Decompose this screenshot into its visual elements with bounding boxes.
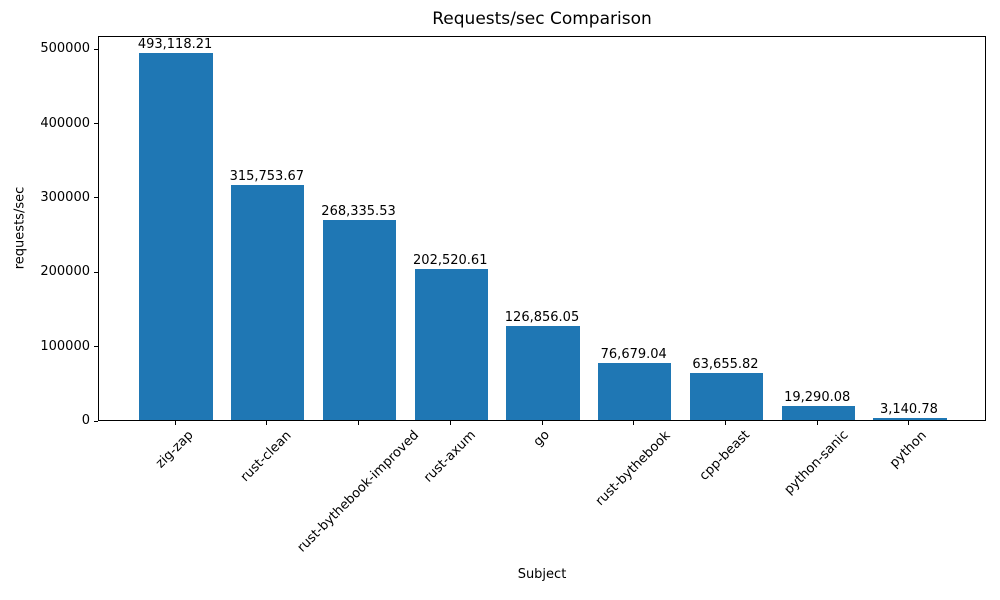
y-tick xyxy=(94,123,98,125)
bar-value-label: 126,856.05 xyxy=(504,309,580,325)
bar-value-label: 3,140.78 xyxy=(879,401,938,417)
y-tick xyxy=(94,271,98,273)
bar xyxy=(873,417,947,420)
y-tick-label: 300000 xyxy=(40,189,90,205)
x-tick-label: python-sanic xyxy=(781,428,852,498)
bar xyxy=(506,325,580,420)
bar xyxy=(322,220,397,420)
bar-value-label: 315,753.67 xyxy=(229,169,304,185)
x-tick-label: cpp-beast xyxy=(697,427,754,485)
x-tick xyxy=(633,421,635,425)
bar-value-label: 76,679.04 xyxy=(600,346,667,362)
bar xyxy=(598,362,672,420)
y-tick xyxy=(94,346,98,348)
x-tick xyxy=(816,421,818,425)
bar xyxy=(689,372,764,420)
y-tick-label: 0 xyxy=(81,413,90,428)
x-tick-label: python xyxy=(887,427,931,471)
bar xyxy=(414,269,488,420)
x-tick-label: rust-bythebook-improved xyxy=(294,427,423,556)
y-tick-label: 200000 xyxy=(40,264,90,280)
y-tick xyxy=(94,48,98,50)
x-tick-label: go xyxy=(530,427,553,450)
bar xyxy=(139,53,213,420)
x-tick-label: rust-clean xyxy=(238,427,295,485)
x-tick xyxy=(724,421,726,425)
y-tick xyxy=(94,197,98,199)
chart-title: Requests/sec Comparison xyxy=(432,9,652,29)
bar-value-label: 63,655.82 xyxy=(692,356,759,372)
bar xyxy=(781,405,855,420)
x-axis-label: Subject xyxy=(517,567,567,582)
bar-value-label: 202,520.61 xyxy=(413,253,488,269)
bar xyxy=(231,185,305,420)
x-tick-label: zig-zap xyxy=(153,427,197,472)
x-tick xyxy=(266,421,268,425)
bar-value-label: 493,118.21 xyxy=(137,37,213,53)
plot-area xyxy=(98,36,986,421)
x-tick-label: rust-bythebook xyxy=(593,427,674,509)
y-tick xyxy=(94,420,98,422)
x-tick xyxy=(449,421,451,425)
x-tick xyxy=(174,421,176,425)
y-tick-label: 500000 xyxy=(40,41,90,57)
x-tick xyxy=(541,421,543,425)
x-tick-label: rust-axum xyxy=(420,428,479,486)
y-tick-label: 400000 xyxy=(40,115,90,131)
bar-value-label: 268,335.53 xyxy=(321,204,396,220)
bar-value-label: 19,290.08 xyxy=(784,389,851,405)
x-tick xyxy=(358,421,360,425)
y-tick-label: 100000 xyxy=(40,338,90,354)
x-tick xyxy=(908,421,910,425)
